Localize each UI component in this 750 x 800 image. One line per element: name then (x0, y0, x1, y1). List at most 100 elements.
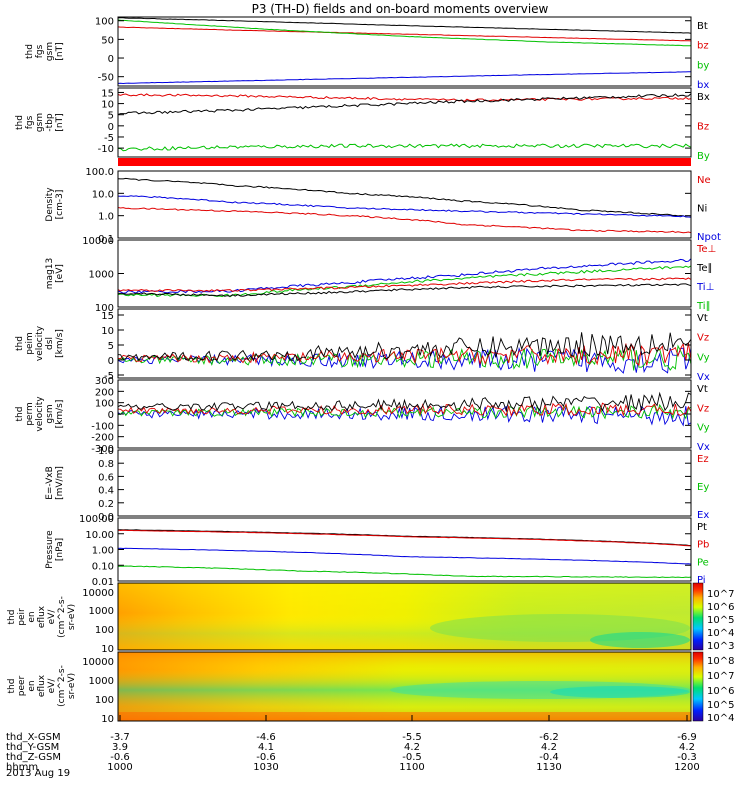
peir-ytick: 100 (95, 625, 114, 636)
peim_velocity-ylabel-line: [km/s] (55, 329, 65, 358)
perm_velocity-series-Vy (117, 403, 692, 420)
time-axis-value: -0.3 (677, 752, 697, 763)
fgs_tbp-legend-2: By (697, 151, 710, 162)
fgs-legend-2: by (697, 60, 709, 71)
temperature-panel: 10000 1000 100 mag13 [eV] Te⊥ Te∥ Ti⊥ Ti∥ (45, 236, 716, 314)
peer-colorbar-label: 10^5 (707, 700, 734, 711)
efield-legend-1: Ey (697, 482, 709, 493)
density-panel: 100.0 10.0 1.0 0.1 Density [cm-3] Ne Ni Npot (45, 167, 721, 245)
time-axis-value: -6.2 (539, 732, 559, 743)
time-axis-value: -4.6 (256, 732, 276, 743)
peir-ytick: 10 (101, 644, 114, 655)
peer-yticks: 10000 1000 100 10 (82, 657, 114, 725)
peim_velocity-series-Vt (117, 332, 692, 362)
perm_velocity-series-Vt (117, 391, 692, 413)
density-series-Npot (117, 195, 692, 218)
peer-ylabel-line: sr-eV) (67, 673, 77, 699)
perm_velocity-series-Vz (117, 402, 692, 418)
pressure-legend-2: Pe (697, 557, 709, 568)
fgs-series-by (117, 19, 692, 47)
time-axis-value: 1130 (536, 762, 561, 773)
time-axis-value: 1100 (399, 762, 424, 773)
fgs-ytick-label: 50 (101, 35, 114, 46)
fgs_tbp-ylabel-line: [nT] (55, 113, 65, 131)
fgs_tbp-ylabel-line: thd (15, 115, 25, 130)
density-ytick-label: 1.0 (98, 212, 114, 223)
time-axis-value: 4.2 (679, 742, 695, 753)
peir-ylabel-line: sr-eV) (67, 604, 77, 630)
density-ylabel-line: [cm-3] (55, 190, 65, 220)
peer-colorbar-label: 10^8 (707, 656, 734, 667)
peir-spectrogram-frame (117, 582, 692, 651)
temperature-series-Te⊥ (117, 277, 692, 292)
peer-ytick: 10 (101, 714, 114, 725)
peir-ytick: 1000 (89, 606, 114, 617)
time-axis-value: 4.2 (404, 742, 420, 753)
peer-colorbar (692, 651, 704, 722)
pressure-ytick-label: 100.00 (79, 514, 114, 525)
perm_velocity-ylabel-line: thd (15, 407, 25, 422)
peer-colorbar-labels: 10^8 10^7 10^6 10^5 10^4 (707, 656, 734, 724)
fgs-ylabel-line: thd (25, 44, 35, 59)
peim_velocity-ylabel-line: velocity (35, 325, 45, 361)
temperature-ytick-label: 10000 (82, 236, 114, 247)
peir-ylabel-line: peir (17, 608, 27, 626)
peir-ylabel-line: thd (7, 610, 17, 625)
density-legend-2: Npot (697, 232, 721, 243)
peir-cyan-region (590, 632, 690, 648)
perm_velocity-ylabel-line: velocity (35, 396, 45, 432)
fgs_tbp-ytick-label: 10 (101, 100, 114, 111)
peim_velocity-ytick-label: 5 (108, 341, 114, 352)
peer-green-band (390, 681, 690, 699)
peir-colorbar-label: 10^7 (707, 589, 734, 600)
pressure-legend-0: Pt (697, 522, 707, 533)
peim_velocity-ylabel-line: thd (15, 336, 25, 351)
pressure-ytick-label: 0.10 (92, 561, 114, 572)
density-legend-1: Ni (697, 204, 707, 215)
peer-ytick: 1000 (89, 676, 114, 687)
peim_velocity-ylabel-line: peim (25, 332, 35, 355)
efield-ytick-label: 0.4 (98, 486, 114, 497)
efield-ytick-label: 1.0 (98, 446, 114, 457)
peim_velocity-legend-0: Vt (697, 313, 708, 324)
density-series-Ni (117, 177, 692, 218)
fgs-ylabel-line: fgs (35, 44, 45, 58)
efield-ytick-label: 0.2 (98, 499, 114, 510)
temperature-series-Ti∥ (117, 265, 692, 298)
peer-colorbar-label: 10^7 (707, 671, 734, 682)
fgs_tbp-ytick-label: 5 (108, 111, 114, 122)
peim_velocity-ytick-label: 15 (101, 311, 114, 322)
pressure-ylabel-line: [nPa] (55, 538, 65, 561)
peir-ylabel-line: (cm^2-s- (57, 596, 67, 638)
time-axis-row-label: thd_X-GSM (6, 732, 61, 743)
temperature-ytick-label: 100 (95, 303, 114, 314)
time-axis-value: -3.7 (110, 732, 130, 743)
peim_velocity-panel: 15 10 5 0 -5 thd peim velocity dsl [km/s] Vt Vz Vy Vx (15, 308, 710, 383)
perm_velocity-legend-3: Vx (697, 442, 710, 453)
peer-spectrogram (117, 651, 692, 722)
perm_velocity-ytick-label: -100 (91, 421, 114, 432)
chart-title: P3 (TH-D) fields and on-board moments ov… (252, 2, 549, 16)
time-axis-row-label: thd_Y-GSM (6, 742, 59, 753)
peim_velocity-ytick-label: 0 (108, 356, 114, 367)
peir-ylabel-line: eflux (37, 605, 47, 628)
perm_velocity-ylabel-line: [km/s] (55, 400, 65, 429)
peim_velocity-legend-2: Vy (697, 352, 710, 363)
temperature-series-Ti⊥ (117, 258, 692, 294)
time-axis-value: 1000 (107, 762, 132, 773)
peim_velocity-ytick-label: 10 (101, 326, 114, 337)
peer-ylabel-line: eflux (37, 674, 47, 697)
peim_velocity-series-Vz (117, 342, 692, 366)
time-axis-value: 3.9 (112, 742, 128, 753)
perm_velocity-ytick-label: 0 (108, 410, 114, 421)
fgs_tbp-ylabel-line: fgs (25, 115, 35, 129)
fgs-panel: 100 50 0 -50 thd fgs gsm [nT] Bt bz by bx (25, 16, 709, 91)
fgs-ylabel-line: gsm (45, 42, 55, 61)
perm_velocity-ytick-label: 300 (95, 376, 114, 387)
temperature-frame (117, 239, 692, 308)
peer-ylabel-line: en (27, 680, 37, 691)
fgs_tbp-series-Bz (117, 93, 692, 102)
